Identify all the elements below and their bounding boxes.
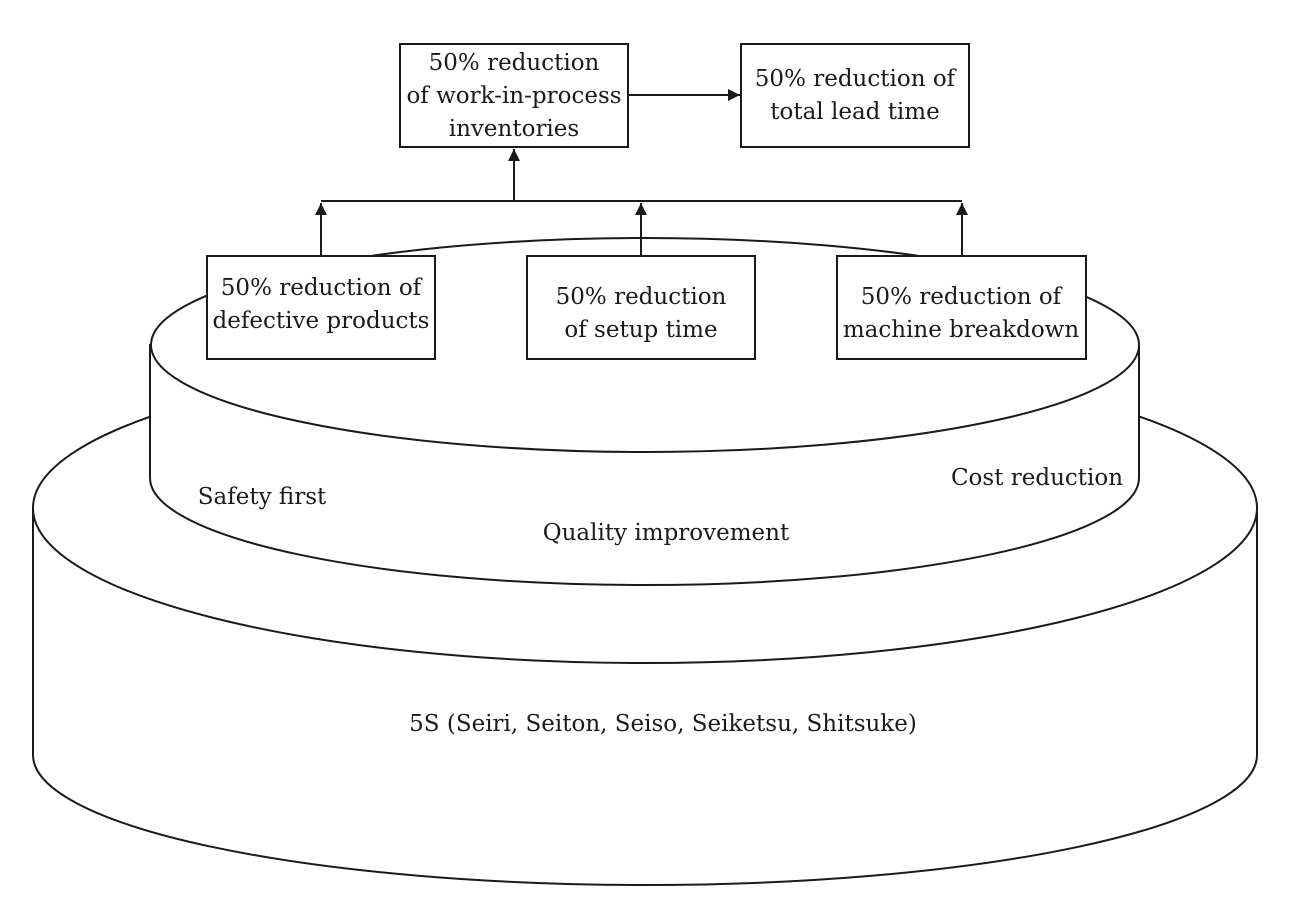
box-breakdown-line-2: machine breakdown	[843, 317, 1080, 343]
box-lead-time-line-2: total lead time	[770, 99, 939, 125]
box-wip-line-1: 50% reduction	[429, 50, 600, 76]
box-total-lead-time: 50% reduction of total lead time	[740, 43, 970, 148]
quality-improvement-label: Quality improvement	[543, 520, 790, 546]
connector-lines	[315, 89, 968, 256]
box-defective-line-1: 50% reduction of	[221, 275, 423, 301]
cost-reduction-label: Cost reduction	[951, 465, 1123, 491]
box-defective-products: 50% reduction of defective products	[206, 255, 436, 360]
box-wip-inventories: 50% reduction of work-in-process invento…	[399, 43, 629, 148]
box-defective-line-2: defective products	[213, 308, 430, 334]
box-lead-time-line-1: 50% reduction of	[755, 66, 957, 92]
box-machine-breakdown: 50% reduction of machine breakdown	[836, 255, 1087, 360]
box-setup-time: 50% reduction of setup time	[526, 255, 756, 360]
box-setup-line-2: of setup time	[564, 317, 717, 343]
base-tier-label: 5S (Seiri, Seiton, Seiso, Seiketsu, Shit…	[409, 711, 917, 737]
safety-first-label: Safety first	[198, 484, 327, 510]
box-wip-line-2: of work-in-process	[406, 83, 621, 109]
box-setup-line-1: 50% reduction	[556, 284, 727, 310]
box-wip-line-3: inventories	[449, 116, 579, 142]
box-breakdown-line-1: 50% reduction of	[861, 284, 1063, 310]
